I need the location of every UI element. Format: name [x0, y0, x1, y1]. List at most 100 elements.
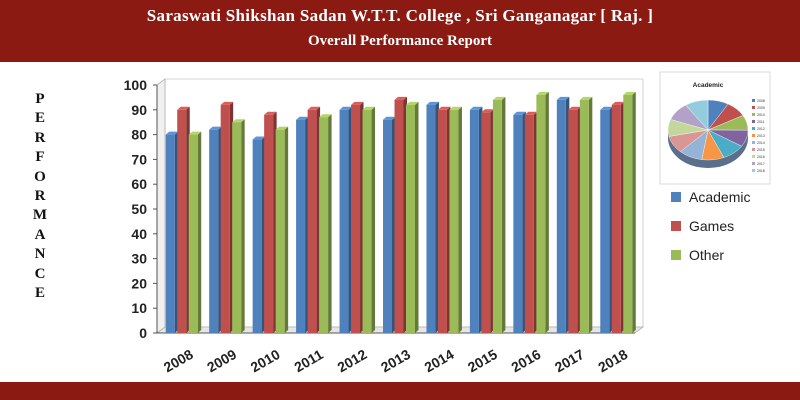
pie-legend-swatch	[752, 120, 755, 123]
pie-legend-swatch	[752, 113, 755, 116]
bar-games	[307, 109, 317, 333]
bar-other	[492, 99, 502, 333]
bar-other	[623, 94, 633, 333]
bar-top-games	[220, 101, 234, 105]
bar-top-other	[579, 96, 593, 100]
bar-games	[611, 104, 621, 333]
side-letter: P	[35, 91, 45, 107]
y-tick-label: 20	[131, 275, 147, 291]
bar-top-other	[188, 131, 202, 135]
y-tick-label: 70	[131, 151, 147, 167]
x-tick-label: 2009	[204, 346, 239, 376]
pie-legend-swatch	[752, 148, 755, 151]
bar-games	[568, 109, 578, 333]
bar-side-other	[458, 106, 462, 333]
bar-academic	[339, 109, 349, 333]
y-tick-label: 40	[131, 226, 147, 242]
bar-chart-svg: 0 10 20 30 40 50 60 70 80 90 100 2008 2009 2010 2011 20…	[124, 71, 771, 376]
bar-top-academic	[252, 136, 266, 140]
bar-games	[524, 114, 534, 333]
legend-swatch-other	[671, 250, 681, 260]
pie-legend-label: 2014	[757, 141, 765, 145]
bar-games	[437, 109, 447, 333]
bar-academic	[426, 104, 436, 333]
bar-games	[351, 104, 361, 333]
bar-other	[188, 134, 198, 333]
bar-games	[220, 104, 230, 333]
report-subtitle: Overall Performance Report	[307, 33, 493, 49]
bar-top-other	[492, 96, 506, 100]
side-letter: O	[34, 168, 46, 185]
x-tick-label: 2011	[291, 346, 325, 375]
bar-side-other	[588, 96, 593, 333]
bar-side-other	[501, 96, 506, 333]
side-letter: E	[34, 110, 45, 127]
bar-side-other	[415, 101, 419, 333]
bar-games	[481, 112, 491, 333]
bar-top-academic	[165, 131, 179, 135]
bar-top-academic	[426, 101, 439, 105]
bar-academic	[296, 119, 306, 333]
y-tick-label: 100	[124, 77, 148, 93]
pie-slice	[685, 99, 709, 131]
bar-academic	[383, 119, 392, 333]
bar-top-games	[264, 111, 277, 115]
bar-other	[406, 104, 415, 333]
pie-legend-label: 2013	[757, 134, 765, 138]
y-tick-label: 30	[131, 251, 147, 267]
bar-games	[264, 114, 274, 333]
y-tick-label: 50	[131, 201, 147, 217]
side-letter: E	[34, 284, 45, 301]
bar-top-games	[568, 106, 581, 110]
x-tick-label: 2014	[421, 346, 456, 376]
pie-legend-label: 2010	[757, 113, 765, 117]
x-tick-label: 2012	[335, 346, 370, 376]
legend-swatch-games	[671, 221, 681, 231]
bar-top-other	[275, 126, 289, 130]
pie-legend-swatch	[752, 99, 755, 102]
bar-other	[319, 117, 329, 333]
bar-side-other	[284, 126, 289, 333]
pie-legend-swatch	[752, 106, 755, 109]
bar-top-other	[362, 106, 376, 110]
bar-academic	[252, 139, 262, 333]
pie-chart-title: Academic	[693, 82, 724, 89]
bar-top-academic	[383, 116, 396, 120]
bar-top-games	[437, 106, 451, 110]
bar-top-other	[623, 91, 636, 95]
bar-other	[275, 129, 285, 333]
bar-side-other	[197, 131, 202, 333]
bar-academic	[209, 129, 219, 333]
performance-chart: 0 10 20 30 40 50 60 70 80 90 100 2008 2009 2010 2011 20…	[95, 70, 792, 382]
x-tick-label: 2016	[508, 346, 543, 376]
side-letter: A	[34, 226, 46, 243]
side-letter: R	[34, 129, 46, 146]
bar-top-academic	[209, 126, 222, 130]
bar-top-other	[449, 106, 462, 110]
bar-top-games	[611, 101, 625, 105]
side-letter: N	[34, 246, 46, 263]
bar-top-academic	[556, 96, 570, 100]
bar-top-academic	[296, 116, 309, 120]
bar-side-other	[328, 114, 332, 333]
bar-side-other	[241, 119, 245, 333]
side-letter: C	[34, 265, 46, 282]
x-tick-label: 2013	[378, 346, 413, 376]
bar-academic	[469, 109, 479, 333]
bar-top-academic	[600, 106, 613, 110]
report-footer	[0, 382, 800, 400]
bar-top-academic	[339, 106, 353, 110]
pie-legend-label: 2011	[757, 120, 765, 124]
bar-top-other	[536, 91, 549, 95]
y-tick-label: 80	[131, 127, 147, 143]
bar-top-games	[481, 109, 494, 113]
bar-top-other	[319, 114, 332, 118]
college-title: Saraswati Shikshan Sadan W.T.T. College …	[146, 6, 654, 25]
pie-legend-label: 2012	[757, 127, 765, 131]
pie-legend-swatch	[752, 134, 755, 137]
bar-top-other	[406, 101, 419, 105]
side-letter: M	[32, 207, 48, 224]
bar-other	[362, 109, 372, 333]
x-tick-label: 2018	[595, 346, 630, 376]
bar-top-games	[307, 106, 321, 110]
